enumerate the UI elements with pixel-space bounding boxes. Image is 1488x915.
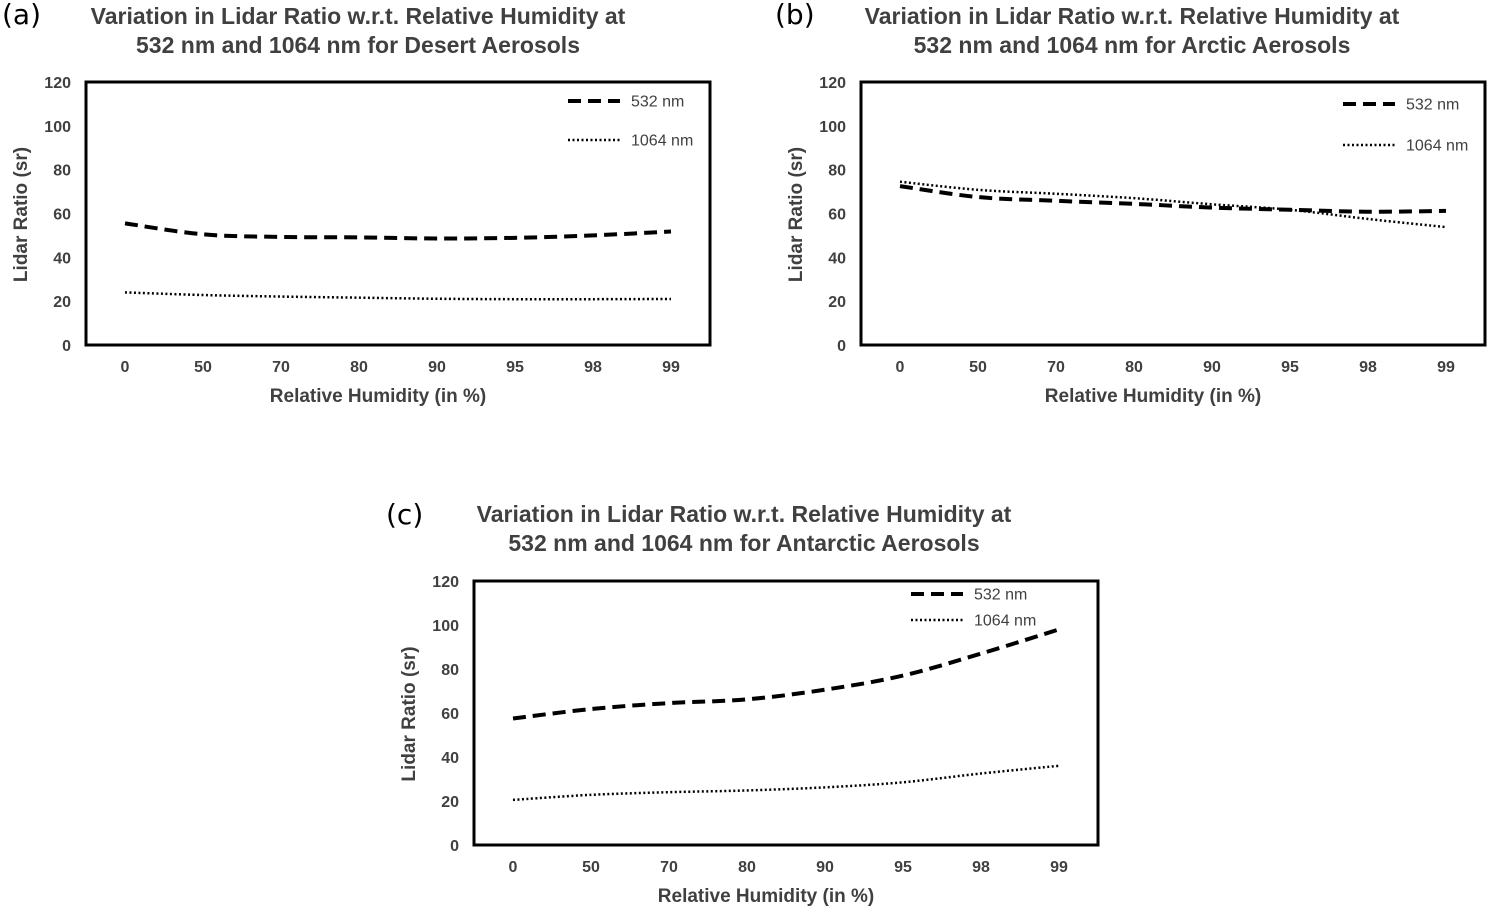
x-tick-label: 98 (972, 859, 990, 876)
x-tick-label: 80 (350, 359, 368, 376)
legend-label: 532 nm (1406, 97, 1459, 114)
series-line-dashed (124, 221, 672, 241)
x-axis-title: Relative Humidity (in %) (1045, 386, 1261, 407)
x-tick-label: 80 (1125, 359, 1143, 376)
y-axis-title: Lidar Ratio (sr) (11, 147, 32, 282)
panel-letter: (b) (775, 0, 815, 31)
y-tick-label: 120 (819, 75, 846, 92)
y-tick-label: 100 (44, 119, 71, 136)
x-tick-label: 95 (894, 859, 912, 876)
y-tick-label: 40 (441, 750, 459, 767)
x-tick-label: 90 (428, 359, 446, 376)
x-tick-label: 70 (272, 359, 290, 376)
legend-label: 1064 nm (974, 613, 1036, 630)
y-tick-label: 80 (441, 662, 459, 679)
series-line-dashed (512, 627, 1060, 721)
x-tick-label: 50 (194, 359, 212, 376)
chart-title-line-1: Variation in Lidar Ratio w.r.t. Relative… (90, 3, 626, 29)
x-tick-label: 99 (662, 359, 680, 376)
legend-label: 532 nm (974, 587, 1027, 604)
x-tick-label: 99 (1437, 359, 1455, 376)
x-tick-label: 0 (509, 859, 518, 876)
x-tick-label: 80 (738, 859, 756, 876)
y-tick-label: 100 (819, 119, 846, 136)
legend-label: 532 nm (631, 94, 684, 111)
series-line-dotted (512, 764, 1060, 802)
y-tick-label: 0 (450, 838, 459, 855)
y-tick-label: 20 (828, 294, 846, 311)
y-tick-label: 0 (837, 338, 846, 355)
series-line-dashed (899, 184, 1447, 214)
y-tick-label: 80 (53, 163, 71, 180)
y-tick-label: 40 (53, 250, 71, 267)
chart-title-line-1: Variation in Lidar Ratio w.r.t. Relative… (864, 3, 1400, 29)
y-tick-label: 0 (62, 338, 71, 355)
x-tick-label: 95 (506, 359, 524, 376)
y-tick-label: 20 (441, 794, 459, 811)
chart-title: Variation in Lidar Ratio w.r.t. Relative… (424, 500, 1064, 558)
panel-letter: (c) (386, 498, 424, 531)
series-line-dotted (124, 291, 672, 301)
x-axis-title: Relative Humidity (in %) (658, 886, 874, 907)
x-tick-label: 50 (969, 359, 987, 376)
x-tick-label: 90 (816, 859, 834, 876)
chart-title-line-2: 532 nm and 1064 nm for Desert Aerosols (136, 32, 580, 58)
legend-label: 1064 nm (631, 133, 693, 150)
chart-title-line-1: Variation in Lidar Ratio w.r.t. Relative… (476, 501, 1012, 527)
y-tick-label: 60 (53, 207, 71, 224)
y-axis-title: Lidar Ratio (sr) (399, 646, 420, 781)
y-tick-label: 40 (828, 250, 846, 267)
chart-title: Variation in Lidar Ratio w.r.t. Relative… (38, 2, 678, 60)
chart-title: Variation in Lidar Ratio w.r.t. Relative… (812, 2, 1452, 60)
x-tick-label: 98 (1359, 359, 1377, 376)
plot-frame (84, 80, 712, 347)
x-tick-label: 98 (584, 359, 602, 376)
chart-title-line-2: 532 nm and 1064 nm for Antarctic Aerosol… (508, 530, 980, 556)
chart-title-line-2: 532 nm and 1064 nm for Arctic Aerosols (913, 32, 1351, 58)
y-axis-title: Lidar Ratio (sr) (786, 147, 807, 282)
x-tick-label: 99 (1050, 859, 1068, 876)
x-tick-label: 0 (896, 359, 905, 376)
x-tick-label: 70 (1047, 359, 1065, 376)
x-tick-label: 90 (1203, 359, 1221, 376)
y-tick-label: 60 (441, 706, 459, 723)
legend-label: 1064 nm (1406, 138, 1468, 155)
x-tick-label: 70 (660, 859, 678, 876)
series-line-dotted (899, 180, 1447, 229)
x-tick-label: 0 (121, 359, 130, 376)
y-tick-label: 60 (828, 207, 846, 224)
y-tick-label: 120 (432, 574, 459, 591)
panel-letter: (a) (2, 0, 42, 31)
x-axis-title: Relative Humidity (in %) (270, 386, 486, 407)
plot-frame (472, 579, 1100, 847)
y-tick-label: 80 (828, 163, 846, 180)
y-tick-label: 20 (53, 294, 71, 311)
y-tick-label: 100 (432, 618, 459, 635)
y-tick-label: 120 (44, 75, 71, 92)
x-tick-label: 95 (1281, 359, 1299, 376)
plot-frame (859, 80, 1487, 347)
x-tick-label: 50 (582, 859, 600, 876)
